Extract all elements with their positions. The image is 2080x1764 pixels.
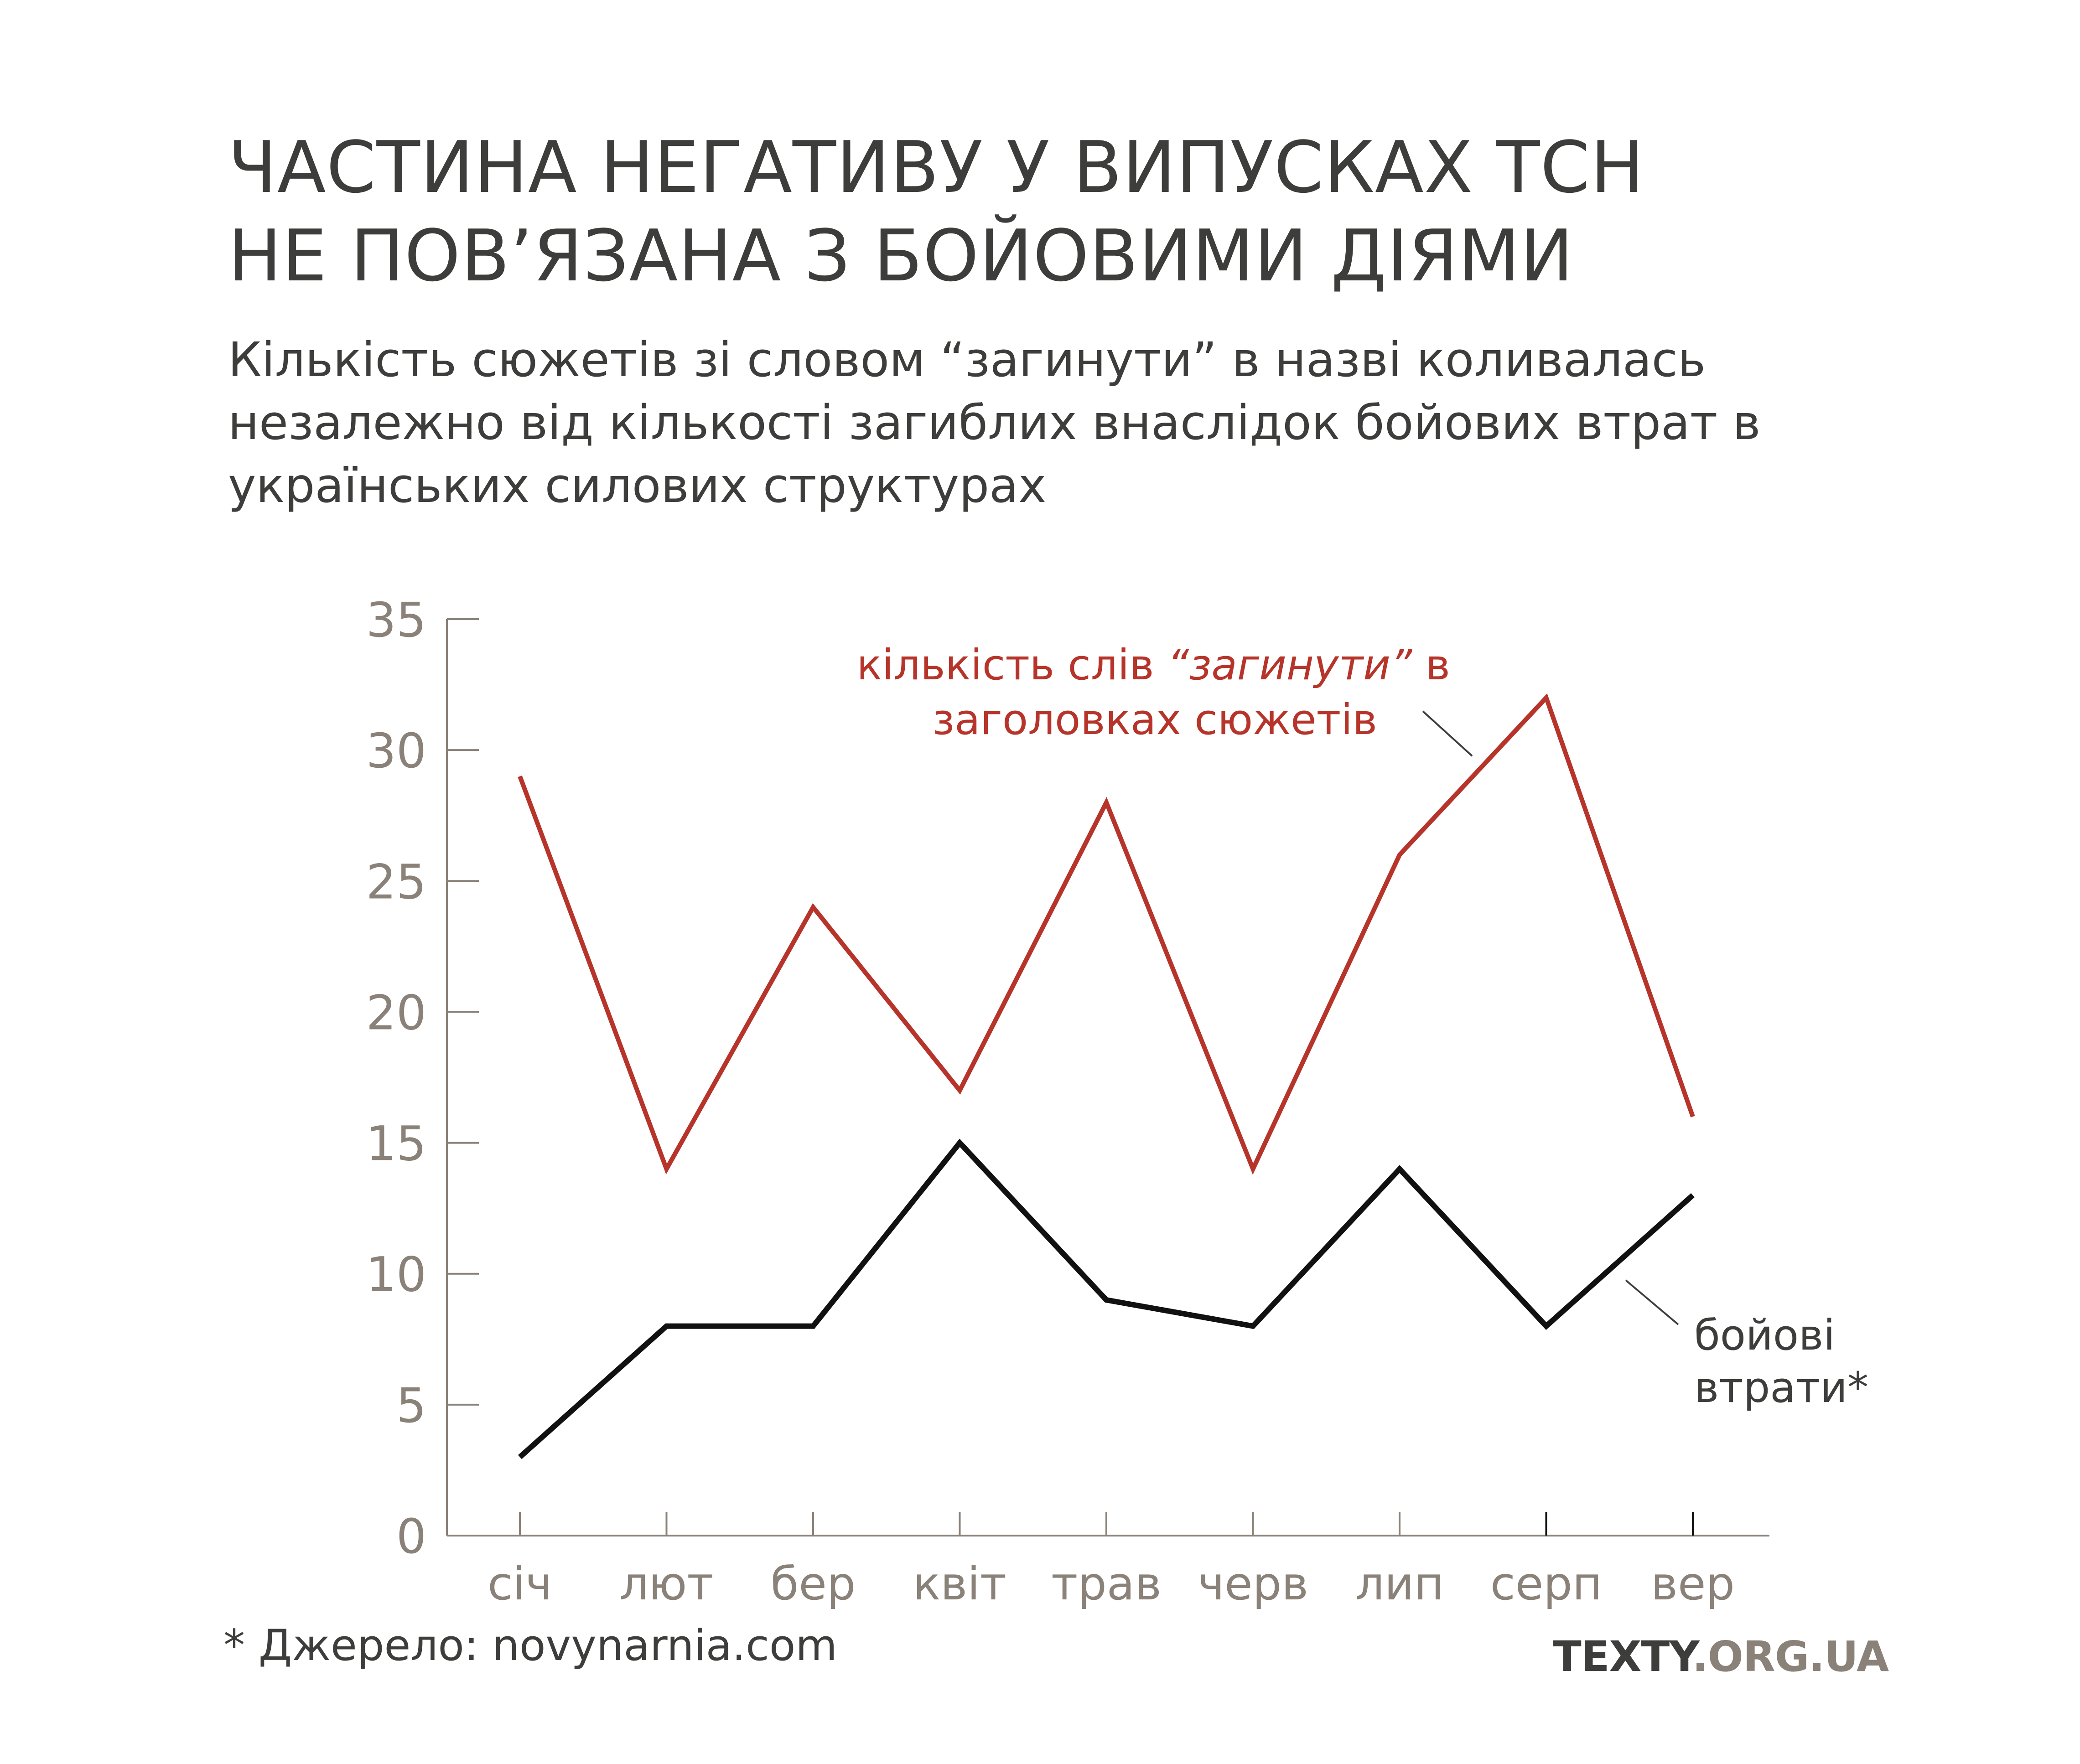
- y-tick-label: 0: [396, 1509, 426, 1564]
- chart-title-line-1: ЧАСТИНА НЕГАТИВУ У ВИПУСКАХ ТСН: [228, 126, 1644, 209]
- x-axis-tick-labels: січ лют бер квіт трав черв лип серп вер: [488, 1557, 1735, 1610]
- y-tick-label: 30: [366, 723, 426, 779]
- chart-subtitle: Кількість сюжетів зі словом “загинути” в…: [228, 328, 2007, 517]
- chart-title: ЧАСТИНА НЕГАТИВУ У ВИПУСКАХ ТСН НЕ ПОВ’Я…: [228, 123, 2007, 300]
- x-tick-label: квіт: [913, 1557, 1006, 1610]
- source-note: * Джерело: novynarnia.com: [223, 1621, 837, 1671]
- y-axis-tick-labels: 0 5 10 15 20 25 30 35: [366, 592, 426, 1564]
- y-tick-label: 25: [366, 854, 426, 910]
- y-tick-label: 15: [366, 1116, 426, 1172]
- series-label-black-leader: [1625, 1279, 1679, 1325]
- brand-logo-part-1: TEXTY: [1553, 1632, 1693, 1681]
- y-tick-label: 20: [366, 985, 426, 1040]
- series-line-red: [518, 693, 1695, 1175]
- x-tick-label: бер: [771, 1557, 856, 1610]
- y-tick-label: 35: [366, 592, 426, 648]
- series-label-red: кількість слів “загинути” в заголовках с…: [856, 641, 1473, 757]
- chart-subtitle-line-2: незалежно від кількості загиблих внаслід…: [228, 395, 1761, 450]
- chart-subtitle-line-3: українських силових структурах: [228, 458, 1047, 513]
- brand-logo-part-2: .ORG.UA: [1692, 1632, 1889, 1681]
- x-tick-label: вер: [1651, 1557, 1735, 1610]
- series-line-black: [518, 1138, 1695, 1459]
- brand-logo: TEXTY.ORG.UA: [1553, 1632, 1889, 1681]
- series-label-black-line-2: втрати*: [1694, 1363, 1868, 1412]
- series-label-red-line-2: заголовках сюжетів: [932, 695, 1377, 744]
- chart-axes: [446, 618, 1769, 1536]
- series-label-red-line-1: кількість слів “загинути” в: [856, 641, 1450, 689]
- series-label-red-leader: [1422, 710, 1473, 757]
- series-label-black-line-1: бойові: [1694, 1311, 1835, 1360]
- x-tick-label: лют: [619, 1557, 713, 1610]
- x-tick-label: черв: [1198, 1557, 1308, 1610]
- x-tick-label: січ: [488, 1557, 552, 1610]
- series-label-black: бойові втрати*: [1625, 1279, 1868, 1412]
- x-tick-label: серп: [1490, 1557, 1602, 1610]
- x-tick-label: трав: [1051, 1557, 1162, 1610]
- y-tick-label: 5: [396, 1378, 426, 1433]
- x-tick-label: лип: [1355, 1557, 1444, 1610]
- chart-title-line-2: НЕ ПОВ’ЯЗАНА З БОЙОВИМИ ДІЯМИ: [228, 214, 1574, 297]
- chart-series: [518, 693, 1695, 1459]
- y-tick-label: 10: [366, 1247, 426, 1303]
- chart-subtitle-line-1: Кількість сюжетів зі словом “загинути” в…: [228, 332, 1706, 388]
